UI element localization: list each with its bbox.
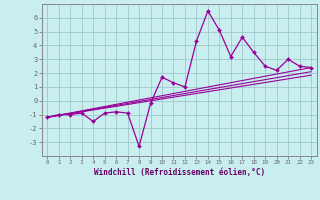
X-axis label: Windchill (Refroidissement éolien,°C): Windchill (Refroidissement éolien,°C) [94, 168, 265, 177]
